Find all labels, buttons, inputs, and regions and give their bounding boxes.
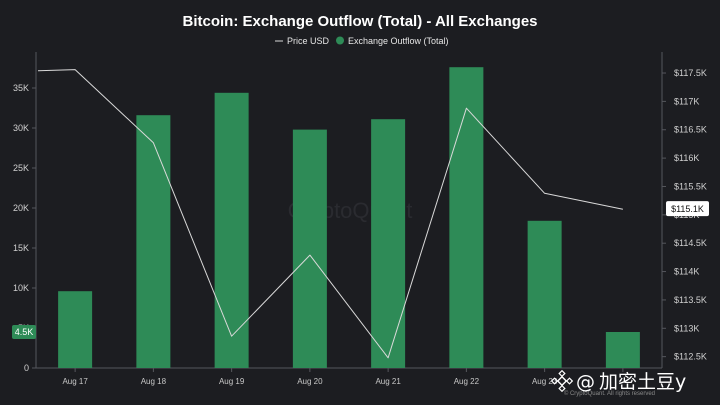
price-badge-text: $115.1K xyxy=(671,204,704,214)
x-tick-label: Aug 21 xyxy=(375,377,401,386)
left-tick-label: 30K xyxy=(13,123,29,133)
badges-layer: 4.5K $115.1K xyxy=(12,201,709,339)
outflow-bar xyxy=(371,119,406,368)
left-tick-label: 35K xyxy=(13,83,29,93)
outflow-badge-bg xyxy=(12,325,36,339)
left-tick-label: 25K xyxy=(13,163,29,173)
left-tick-label: 10K xyxy=(13,283,29,293)
bars-layer xyxy=(58,67,640,369)
outflow-bar xyxy=(605,332,640,368)
legend-label-price: Price USD xyxy=(287,36,330,46)
x-tick-label: Aug 19 xyxy=(219,377,245,386)
right-tick-label: $114.5K xyxy=(674,238,707,248)
binance-logo-icon xyxy=(550,369,574,393)
right-tick-label: $116K xyxy=(674,153,699,163)
right-tick-label: $112.5K xyxy=(674,352,707,362)
right-tick-label: $116.5K xyxy=(674,125,707,135)
outflow-bar xyxy=(449,67,484,368)
brand-overlay-text: 加密土豆y xyxy=(599,371,686,393)
right-tick-label: $117.5K xyxy=(674,68,707,78)
outflow-bar xyxy=(527,220,562,368)
outflow-bar xyxy=(58,291,93,368)
outflow-bar xyxy=(136,115,171,368)
legend[interactable]: Price USD Exchange Outflow (Total) xyxy=(275,36,449,46)
left-tick-label: 20K xyxy=(13,203,29,213)
outflow-bar xyxy=(292,129,327,368)
legend-label-outflow: Exchange Outflow (Total) xyxy=(348,36,449,46)
x-tick-label: Aug 23 xyxy=(532,377,558,386)
left-tick-label: 0 xyxy=(24,363,29,373)
x-tick-label: Aug 17 xyxy=(62,377,88,386)
tick-labels-layer: 05K10K15K20K25K30K35K$112.5K$113K$113.5K… xyxy=(13,68,707,386)
right-tick-label: $113.5K xyxy=(674,295,707,305)
outflow-bar xyxy=(214,92,249,369)
x-tick-label: Aug 22 xyxy=(454,377,480,386)
price-badge-bg xyxy=(666,201,709,217)
copyright-text: © CryptoQuant. All rights reserved xyxy=(564,390,655,397)
x-tick-label: Aug 18 xyxy=(141,377,167,386)
price-usd-line xyxy=(37,69,623,359)
outflow-badge-text: 4.5K xyxy=(15,327,34,337)
right-tick-label: $114K xyxy=(674,267,699,277)
brand-overlay: @ 加密土豆y xyxy=(550,369,686,393)
chart-title: Bitcoin: Exchange Outflow (Total) - All … xyxy=(182,13,537,30)
right-tick-label: $117K xyxy=(674,96,699,106)
x-tick-label: Aug 20 xyxy=(297,377,323,386)
price-line-layer xyxy=(37,69,623,359)
left-tick-label: 15K xyxy=(13,243,29,253)
right-tick-label: $113K xyxy=(674,323,699,333)
at-symbol-icon: @ xyxy=(576,371,595,393)
right-tick-label: $115.5K xyxy=(674,181,707,191)
legend-dot-outflow xyxy=(336,36,344,45)
